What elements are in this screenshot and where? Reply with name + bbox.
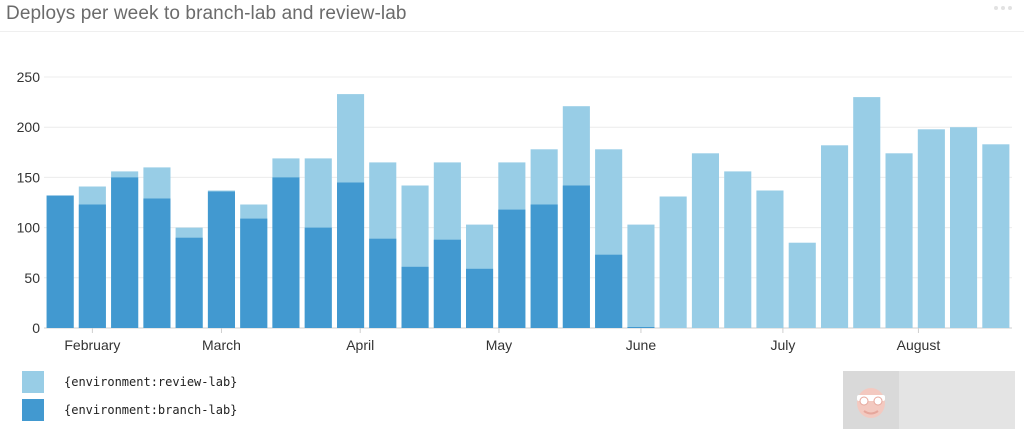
- bar-branch-lab[interactable]: [401, 266, 429, 328]
- legend-item-branch-lab[interactable]: {environment:branch-lab}: [22, 397, 237, 423]
- bar-review-lab[interactable]: [821, 145, 849, 328]
- bar-branch-lab[interactable]: [78, 204, 106, 329]
- x-tick-label: June: [626, 337, 657, 353]
- bar-branch-lab[interactable]: [272, 177, 300, 328]
- panel-divider: [0, 31, 1024, 32]
- bar-review-lab[interactable]: [691, 153, 719, 328]
- bar-review-lab[interactable]: [627, 224, 655, 328]
- y-tick-label: 50: [24, 270, 40, 286]
- x-tick-label: May: [486, 337, 512, 353]
- bar-branch-lab[interactable]: [498, 209, 526, 328]
- more-dots-icon[interactable]: [994, 6, 1012, 12]
- y-tick-label: 250: [17, 69, 41, 85]
- bar-review-lab[interactable]: [659, 196, 687, 329]
- bar-chart: 0 50 100 150 200 250 February March April May June…: [17, 69, 1012, 353]
- bar-review-lab[interactable]: [724, 171, 752, 328]
- bar-branch-lab[interactable]: [369, 238, 397, 328]
- bar-review-lab[interactable]: [950, 127, 978, 328]
- y-tick-label: 100: [17, 220, 41, 236]
- bar-branch-lab[interactable]: [175, 237, 203, 328]
- bar-review-lab[interactable]: [885, 153, 913, 328]
- bar-branch-lab[interactable]: [337, 182, 365, 329]
- legend-label-branch-lab: {environment:branch-lab}: [64, 403, 238, 417]
- bar-branch-lab[interactable]: [304, 227, 332, 328]
- bar-branch-lab[interactable]: [530, 204, 558, 329]
- y-tick-label: 150: [17, 169, 41, 185]
- bar-branch-lab[interactable]: [143, 198, 171, 329]
- legend: {environment:review-lab} {environment:br…: [22, 369, 237, 425]
- bar-branch-lab[interactable]: [627, 327, 655, 328]
- datadog-logo-icon: [843, 371, 1015, 429]
- bar-branch-lab[interactable]: [207, 191, 235, 329]
- bar-branch-lab[interactable]: [111, 177, 139, 328]
- bar-review-lab[interactable]: [982, 144, 1010, 328]
- bar-review-lab[interactable]: [756, 190, 784, 329]
- bar-branch-lab[interactable]: [595, 254, 623, 328]
- legend-swatch-branch-lab: [22, 399, 44, 421]
- bar-branch-lab[interactable]: [466, 268, 494, 328]
- x-tick-label: February: [64, 337, 120, 353]
- legend-swatch-review-lab: [22, 371, 44, 393]
- bar-branch-lab[interactable]: [562, 185, 590, 329]
- legend-item-review-lab[interactable]: {environment:review-lab}: [22, 369, 237, 395]
- x-tick-label: March: [202, 337, 241, 353]
- bar-review-lab[interactable]: [917, 129, 945, 328]
- legend-label-review-lab: {environment:review-lab}: [64, 375, 238, 389]
- x-tick-label: July: [770, 337, 795, 353]
- y-tick-label: 200: [17, 119, 41, 135]
- bar-branch-lab[interactable]: [433, 239, 461, 328]
- bar-review-lab[interactable]: [788, 242, 816, 328]
- y-tick-label: 0: [32, 320, 40, 336]
- x-tick-label: August: [897, 337, 941, 353]
- bar-branch-lab[interactable]: [240, 218, 268, 328]
- bar-review-lab[interactable]: [853, 97, 881, 328]
- bar-branch-lab[interactable]: [46, 195, 74, 329]
- x-tick-label: April: [346, 337, 374, 353]
- chart-title: Deploys per week to branch-lab and revie…: [6, 3, 407, 24]
